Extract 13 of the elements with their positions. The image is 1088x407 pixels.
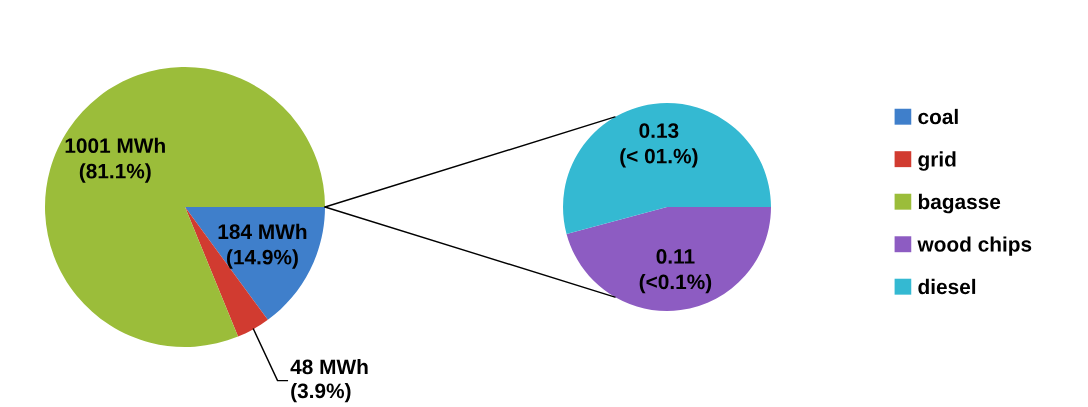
legend-label: coal (918, 108, 958, 125)
data-label: 0.13 (< 01.%) (620, 123, 698, 168)
pie-slice (45, 67, 325, 347)
pie-slice (563, 103, 771, 234)
legend-label: bagasse (918, 193, 1001, 214)
legend-label: grid (918, 151, 956, 171)
data-label: 1001 MWh (81.1%) (65, 137, 165, 183)
data-label: 48 MWh (3.9%) (290, 358, 368, 403)
data-label: 184 MWh (14.9%) (218, 223, 307, 269)
pie-slice (566, 207, 771, 311)
data-label: 0.11 (<0.1%) (639, 249, 712, 294)
legend-label: diesel (918, 278, 976, 295)
legend-label: wood chips (917, 236, 1032, 256)
